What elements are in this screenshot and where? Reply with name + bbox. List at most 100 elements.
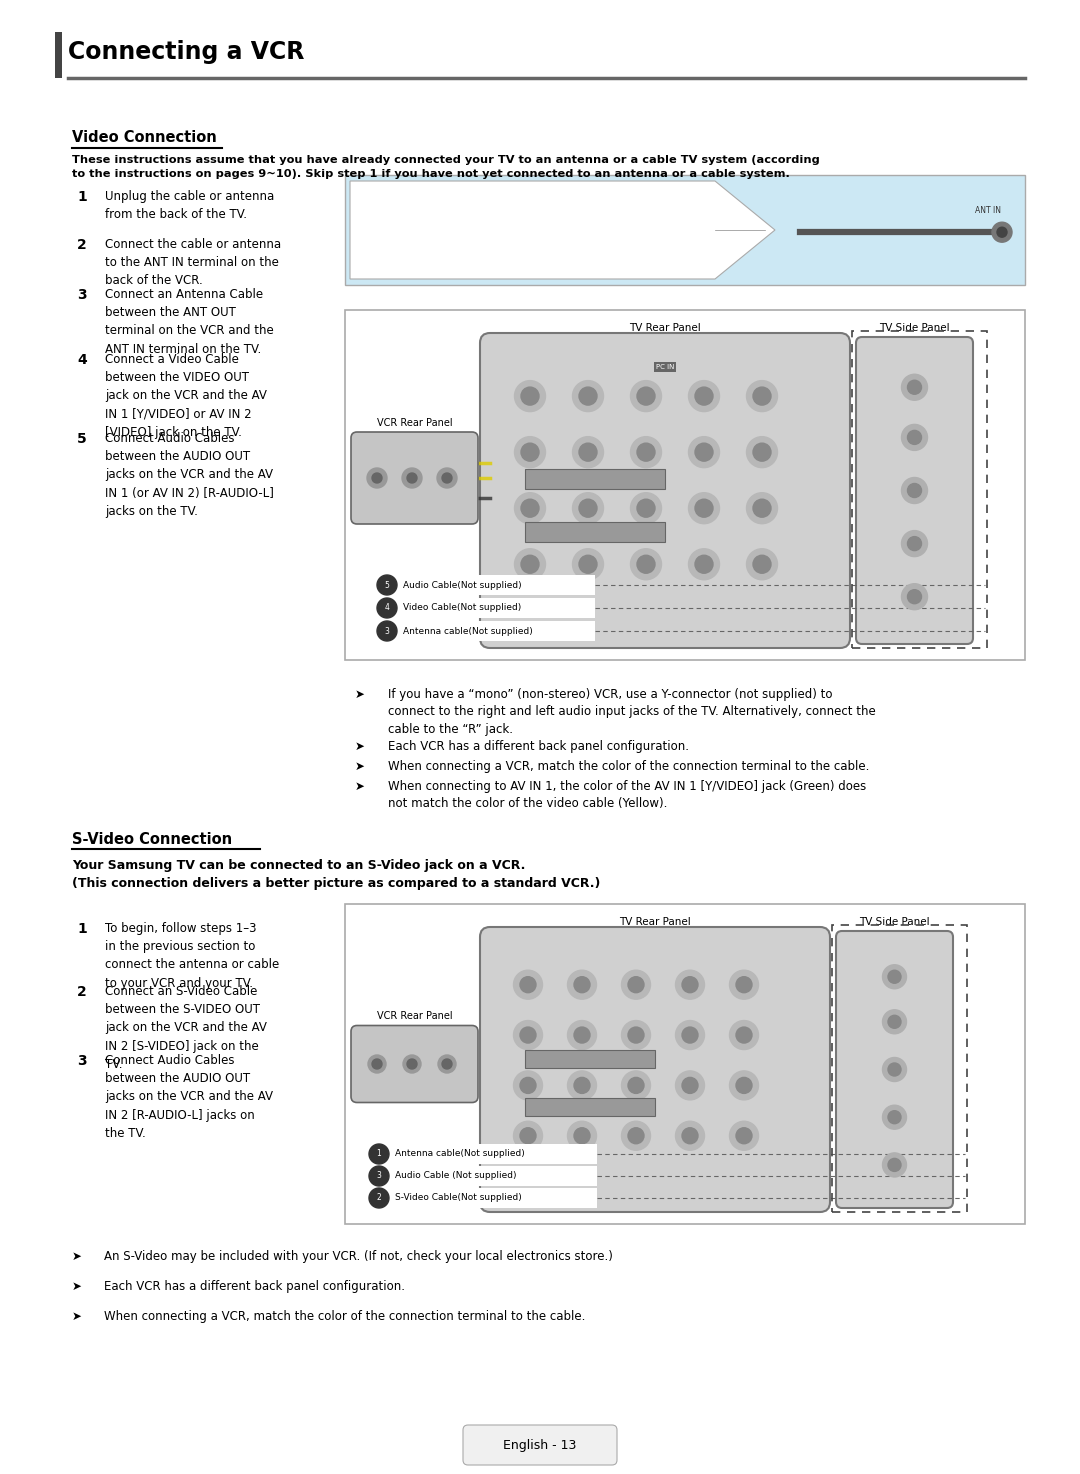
Text: Video Cable(Not supplied): Video Cable(Not supplied) (403, 603, 522, 613)
Bar (525, 1098, 654, 1116)
Circle shape (573, 1077, 590, 1094)
Circle shape (746, 436, 778, 467)
Circle shape (513, 1072, 542, 1100)
Circle shape (997, 227, 1007, 237)
Text: These instructions assume that you have already connected your TV to an antenna : These instructions assume that you have … (72, 155, 820, 180)
Circle shape (521, 500, 539, 517)
Circle shape (729, 970, 758, 999)
Circle shape (689, 492, 719, 523)
FancyBboxPatch shape (345, 904, 1025, 1223)
Circle shape (621, 970, 650, 999)
FancyBboxPatch shape (351, 1026, 478, 1103)
Circle shape (631, 436, 662, 467)
Text: When connecting to AV IN 1, the color of the AV IN 1 [Y/VIDEO] jack (Green) does: When connecting to AV IN 1, the color of… (388, 780, 866, 811)
Circle shape (681, 1077, 698, 1094)
Circle shape (753, 556, 771, 573)
Circle shape (637, 444, 654, 461)
Circle shape (519, 1027, 536, 1044)
Circle shape (675, 1072, 704, 1100)
Circle shape (907, 380, 921, 394)
Circle shape (689, 548, 719, 579)
Bar (55, 32, 62, 78)
Text: Antenna cable(Not supplied): Antenna cable(Not supplied) (395, 1150, 525, 1159)
Text: Each VCR has a different back panel configuration.: Each VCR has a different back panel conf… (388, 740, 689, 753)
Circle shape (888, 1016, 901, 1029)
Circle shape (368, 1055, 386, 1073)
Circle shape (907, 537, 921, 551)
Circle shape (572, 548, 604, 579)
Circle shape (627, 1077, 644, 1094)
Bar (525, 1049, 654, 1067)
Circle shape (882, 1106, 906, 1129)
FancyBboxPatch shape (351, 432, 478, 523)
Text: Audio Cable (Not supplied): Audio Cable (Not supplied) (395, 1172, 516, 1181)
Circle shape (519, 1077, 536, 1094)
Polygon shape (350, 181, 775, 279)
FancyBboxPatch shape (856, 338, 973, 644)
Circle shape (573, 1128, 590, 1144)
Circle shape (567, 970, 596, 999)
Circle shape (746, 548, 778, 579)
Circle shape (513, 970, 542, 999)
Text: VCR Rear Panel: VCR Rear Panel (377, 419, 453, 427)
Circle shape (888, 1063, 901, 1076)
Circle shape (403, 1055, 421, 1073)
Text: Unplug the cable or antenna
from the back of the TV.: Unplug the cable or antenna from the bac… (105, 190, 274, 221)
Text: 2: 2 (77, 237, 86, 252)
Text: TV Side Panel: TV Side Panel (879, 323, 949, 333)
Circle shape (631, 548, 662, 579)
Text: 3: 3 (377, 1172, 381, 1181)
Circle shape (519, 1128, 536, 1144)
Circle shape (621, 1072, 650, 1100)
Text: 2: 2 (377, 1194, 381, 1203)
FancyBboxPatch shape (367, 1188, 597, 1209)
Circle shape (888, 1111, 901, 1123)
FancyBboxPatch shape (367, 1144, 597, 1164)
Text: VCR Rear Panel: VCR Rear Panel (377, 1011, 453, 1021)
Circle shape (437, 469, 457, 488)
Circle shape (902, 531, 928, 557)
Circle shape (681, 977, 698, 992)
Circle shape (369, 1188, 389, 1209)
FancyBboxPatch shape (480, 333, 850, 649)
Text: To begin, follow steps 1–3
in the previous section to
connect the antenna or cab: To begin, follow steps 1–3 in the previo… (105, 923, 280, 989)
Circle shape (753, 444, 771, 461)
Circle shape (519, 977, 536, 992)
Text: Connect an Antenna Cable
between the ANT OUT
terminal on the VCR and the
ANT IN : Connect an Antenna Cable between the ANT… (105, 287, 273, 355)
Circle shape (696, 556, 713, 573)
Circle shape (753, 500, 771, 517)
Circle shape (631, 380, 662, 411)
Text: 4: 4 (77, 352, 86, 367)
Text: Video Connection: Video Connection (72, 130, 217, 144)
FancyBboxPatch shape (345, 175, 1025, 284)
Circle shape (696, 388, 713, 405)
Circle shape (907, 590, 921, 604)
Circle shape (689, 380, 719, 411)
Circle shape (753, 388, 771, 405)
Text: 5: 5 (384, 581, 390, 590)
Circle shape (681, 1027, 698, 1044)
Circle shape (521, 556, 539, 573)
Circle shape (696, 444, 713, 461)
Text: 1: 1 (377, 1150, 381, 1159)
Text: ➤: ➤ (355, 780, 365, 793)
Text: English - 13: English - 13 (503, 1439, 577, 1452)
Text: Connect a Video Cable
between the VIDEO OUT
jack on the VCR and the AV
IN 1 [Y/V: Connect a Video Cable between the VIDEO … (105, 352, 267, 439)
Circle shape (637, 388, 654, 405)
Circle shape (369, 1144, 389, 1164)
Circle shape (377, 575, 397, 595)
Text: S-Video Cable(Not supplied): S-Video Cable(Not supplied) (395, 1194, 522, 1203)
Circle shape (907, 483, 921, 498)
Text: S-Video Connection: S-Video Connection (72, 831, 232, 848)
Circle shape (579, 388, 597, 405)
Circle shape (579, 444, 597, 461)
Circle shape (621, 1122, 650, 1150)
Circle shape (514, 492, 545, 523)
Circle shape (882, 1057, 906, 1082)
Text: Connect the cable or antenna
to the ANT IN terminal on the
back of the VCR.: Connect the cable or antenna to the ANT … (105, 237, 281, 287)
FancyBboxPatch shape (480, 927, 831, 1212)
Circle shape (627, 1027, 644, 1044)
Circle shape (372, 1058, 382, 1069)
Text: Connect Audio Cables
between the AUDIO OUT
jacks on the VCR and the AV
IN 1 (or : Connect Audio Cables between the AUDIO O… (105, 432, 274, 517)
Circle shape (513, 1020, 542, 1049)
